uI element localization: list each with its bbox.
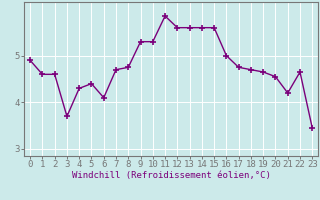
X-axis label: Windchill (Refroidissement éolien,°C): Windchill (Refroidissement éolien,°C) [72, 171, 271, 180]
